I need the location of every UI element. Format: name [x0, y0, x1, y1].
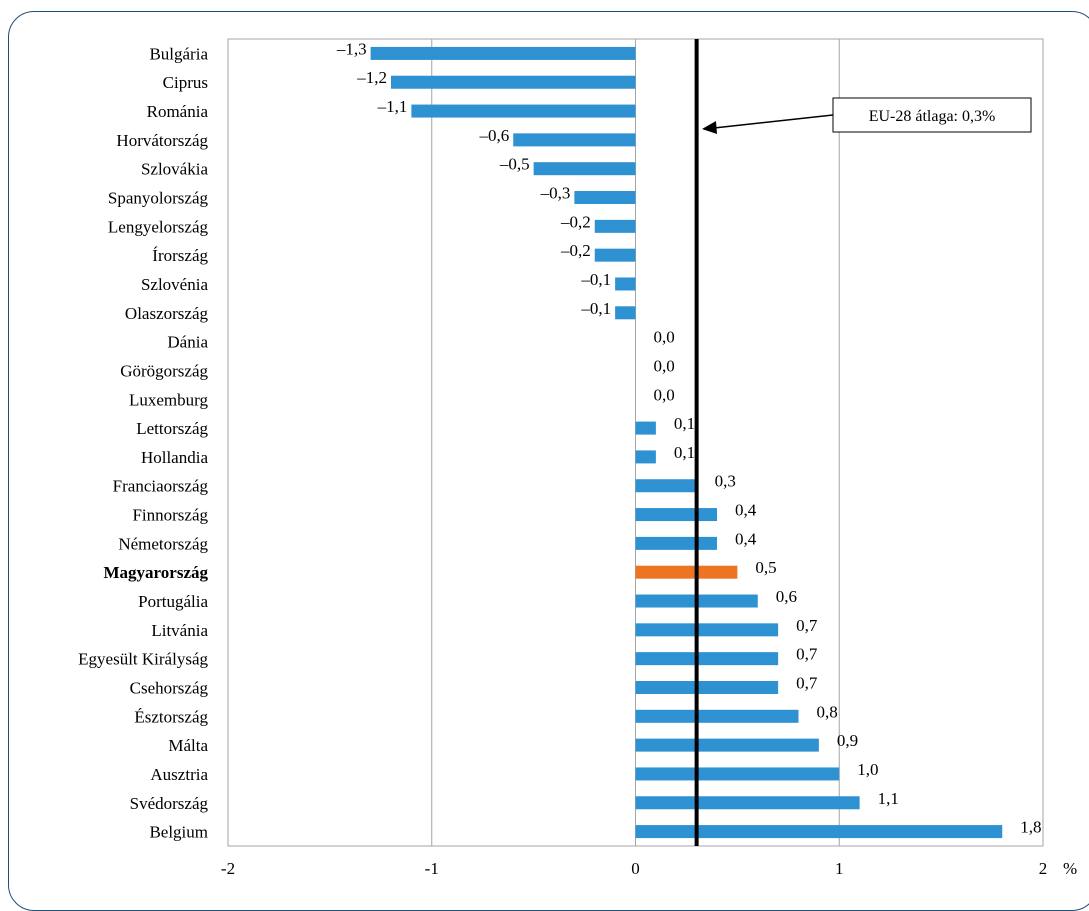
bar-ausztria [635, 767, 840, 781]
category-label-ausztria: Ausztria [150, 765, 208, 784]
category-label-g-r-gorsz-g: Görögország [120, 361, 208, 380]
value-label-olaszorsz-g: –0,1 [580, 299, 611, 318]
category-label-szlov-nia: Szlovénia [141, 275, 208, 294]
category-label-rom-nia: Románia [147, 102, 209, 121]
bar-hollandia [635, 450, 656, 464]
value-label-hollandia: 0,1 [674, 443, 695, 462]
bar-rom-nia [411, 104, 636, 118]
value-label-portug-lia: 0,6 [776, 587, 797, 606]
x-tick-label-0: -2 [221, 859, 235, 878]
bar-olaszorsz-g [615, 306, 636, 320]
category-label-egyes-lt-kir-lys-g: Egyesült Királyság [78, 650, 208, 669]
x-tick-label-3: 1 [835, 859, 844, 878]
value-label-m-lta: 0,9 [837, 731, 858, 750]
value-label-spanyolorsz-g: –0,3 [540, 184, 571, 203]
x-tick-label-1: -1 [425, 859, 439, 878]
value-label-bulg-ria: –1,3 [336, 39, 367, 58]
value-label-sv-dorsz-g: 1,1 [878, 789, 899, 808]
bar-egyes-lt-kir-lys-g [635, 652, 779, 666]
value-label--sztorsz-g: 0,8 [817, 702, 838, 721]
category-label-olaszorsz-g: Olaszország [125, 304, 209, 323]
bar-magyarorsz-g [635, 565, 738, 579]
bar-finnorsz-g [635, 508, 717, 522]
bar-szlov-nia [615, 277, 636, 291]
category-label-belgium: Belgium [149, 823, 208, 842]
bar--sztorsz-g [635, 709, 799, 723]
value-label-lengyelorsz-g: –0,2 [560, 212, 591, 231]
category-label-spanyolorsz-g: Spanyolország [108, 189, 209, 208]
category-label-n-metorsz-g: Németország [118, 534, 208, 553]
category-label-bulg-ria: Bulgária [149, 44, 208, 63]
bar-litv-nia [635, 623, 779, 637]
category-label-magyarorsz-g: Magyarország [104, 563, 209, 582]
value-label-finnorsz-g: 0,4 [735, 501, 757, 520]
category-label-hollandia: Hollandia [141, 448, 208, 467]
bar-sv-dorsz-g [635, 796, 860, 810]
value-label-g-r-gorsz-g: 0,0 [654, 356, 675, 375]
value-label-ausztria: 1,0 [857, 760, 878, 779]
bar-m-lta [635, 738, 819, 752]
category-label-sv-dorsz-g: Svédország [130, 794, 209, 813]
bar-franciaorsz-g [635, 479, 697, 493]
value-label--rorsz-g: –0,2 [560, 241, 591, 260]
x-tick-label-2: 0 [631, 859, 640, 878]
category-label--sztorsz-g: Észtország [134, 707, 208, 726]
bar-bulg-ria [370, 46, 636, 60]
value-label-horv-torsz-g: –0,6 [479, 126, 510, 145]
bar-belgium [635, 825, 1003, 839]
bar-csehorsz-g [635, 680, 779, 694]
value-label-franciaorsz-g: 0,3 [715, 472, 736, 491]
value-label-magyarorsz-g: 0,5 [755, 558, 776, 577]
bar-szlov-kia [533, 162, 636, 176]
bar-lengyelorsz-g [594, 219, 636, 233]
value-label-lettorsz-g: 0,1 [674, 414, 695, 433]
bar-horv-torsz-g [513, 133, 636, 147]
x-tick-label-4: 2 [1039, 859, 1048, 878]
value-label-csehorsz-g: 0,7 [796, 673, 818, 692]
reference-annotation-arrow-head [702, 121, 717, 134]
category-label-litv-nia: Litvánia [151, 621, 208, 640]
value-label-egyes-lt-kir-lys-g: 0,7 [796, 645, 818, 664]
bar-ciprus [391, 75, 636, 89]
category-label-ciprus: Ciprus [163, 73, 208, 92]
category-label-horv-torsz-g: Horvátország [116, 131, 208, 150]
category-label-lengyelorsz-g: Lengyelország [108, 217, 209, 236]
value-label-rom-nia: –1,1 [377, 97, 408, 116]
x-unit-label: % [1063, 859, 1077, 878]
value-label-szlov-nia: –0,1 [580, 270, 611, 289]
category-label-lettorsz-g: Lettország [136, 419, 208, 438]
reference-annotation-arrow-shaft [713, 114, 834, 129]
value-label-szlov-kia: –0,5 [499, 155, 530, 174]
reference-annotation-box [832, 97, 1032, 133]
category-label-d-nia: Dánia [167, 333, 208, 352]
category-label-finnorsz-g: Finnország [132, 506, 208, 525]
bar-lettorsz-g [635, 421, 656, 435]
bar-n-metorsz-g [635, 536, 717, 550]
category-label-csehorsz-g: Csehország [130, 678, 209, 697]
category-label-portug-lia: Portugália [138, 592, 208, 611]
value-label-litv-nia: 0,7 [796, 616, 818, 635]
reference-annotation-label: EU-28 átlaga: 0,3% [869, 108, 996, 125]
value-label-ciprus: –1,2 [356, 68, 387, 87]
category-label--rorsz-g: Írország [152, 246, 208, 265]
bar-spanyolorsz-g [574, 191, 636, 205]
value-label-luxemburg: 0,0 [654, 385, 675, 404]
category-label-luxemburg: Luxemburg [129, 390, 209, 409]
value-label-belgium: 1,8 [1020, 818, 1041, 837]
bar--rorsz-g [594, 248, 636, 262]
category-label-szlov-kia: Szlovákia [141, 160, 208, 179]
plot-area [227, 38, 1044, 847]
category-label-m-lta: Málta [168, 736, 208, 755]
value-label-n-metorsz-g: 0,4 [735, 529, 757, 548]
category-label-franciaorsz-g: Franciaország [113, 477, 209, 496]
value-label-d-nia: 0,0 [654, 328, 675, 347]
